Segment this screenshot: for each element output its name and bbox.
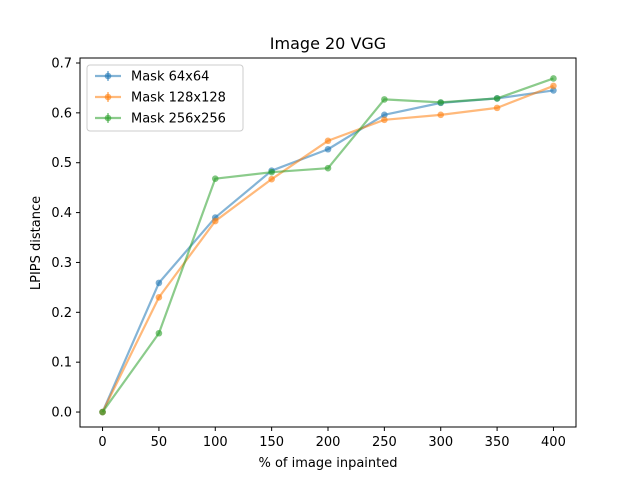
data-point — [155, 279, 163, 287]
data-point — [99, 408, 106, 416]
data-point — [381, 116, 388, 124]
data-point — [381, 96, 388, 103]
data-point — [550, 75, 557, 82]
x-axis-label: % of image inpainted — [258, 456, 397, 471]
series-line-2 — [101, 84, 554, 413]
y-tick-label: 0.1 — [51, 356, 72, 371]
x-tick-label: 50 — [151, 435, 168, 450]
data-point — [155, 329, 163, 337]
data-point — [155, 294, 163, 301]
data-point — [493, 104, 501, 112]
data-point — [211, 175, 219, 182]
y-tick-label: 0.5 — [51, 156, 72, 171]
legend-label: Mask 256x256 — [131, 112, 226, 127]
y-tick-label: 0.4 — [51, 206, 72, 221]
x-tick-label: 0 — [98, 435, 106, 450]
x-tick-label: 150 — [259, 435, 284, 450]
data-point — [493, 95, 501, 102]
legend-label: Mask 64x64 — [131, 70, 209, 85]
x-tick-label: 200 — [316, 435, 341, 450]
legend: Mask 64x64 Mask 128x128 Mask 256x256 — [86, 64, 244, 132]
data-point — [324, 137, 332, 145]
y-axis-label: LPIPS distance — [29, 196, 44, 290]
x-tick-label: 400 — [541, 435, 566, 450]
y-tick-label: 0.2 — [51, 306, 72, 321]
y-tick-label: 0.6 — [51, 106, 72, 121]
chart-title: Image 20 VGG — [270, 34, 386, 53]
legend-label: Mask 128x128 — [131, 91, 226, 106]
y-tick-label: 0.3 — [51, 256, 72, 271]
data-point — [550, 82, 557, 90]
y-tick-label: 0.7 — [51, 56, 72, 71]
x-tick-label: 100 — [203, 435, 228, 450]
data-point — [324, 164, 332, 172]
data-point — [437, 99, 445, 106]
data-point — [268, 175, 275, 183]
legend-box — [86, 64, 244, 132]
y-tick-label: 0.0 — [51, 406, 72, 421]
legend-marker — [104, 72, 112, 80]
x-tick-label: 300 — [428, 435, 453, 450]
legend-marker — [104, 93, 112, 101]
data-point — [381, 111, 388, 119]
x-tick-label: 350 — [485, 435, 510, 450]
data-point — [211, 217, 219, 225]
x-tick-label: 250 — [372, 435, 397, 450]
data-point — [324, 145, 332, 153]
legend-marker — [104, 114, 112, 122]
data-point — [437, 111, 445, 119]
data-point — [268, 168, 275, 176]
plot-frame — [79, 57, 577, 428]
plot-area: 0 50 100 150 200 250 300 350 400 0.0 0.1 0.2 0.3 0.4 0… — [51, 56, 577, 450]
